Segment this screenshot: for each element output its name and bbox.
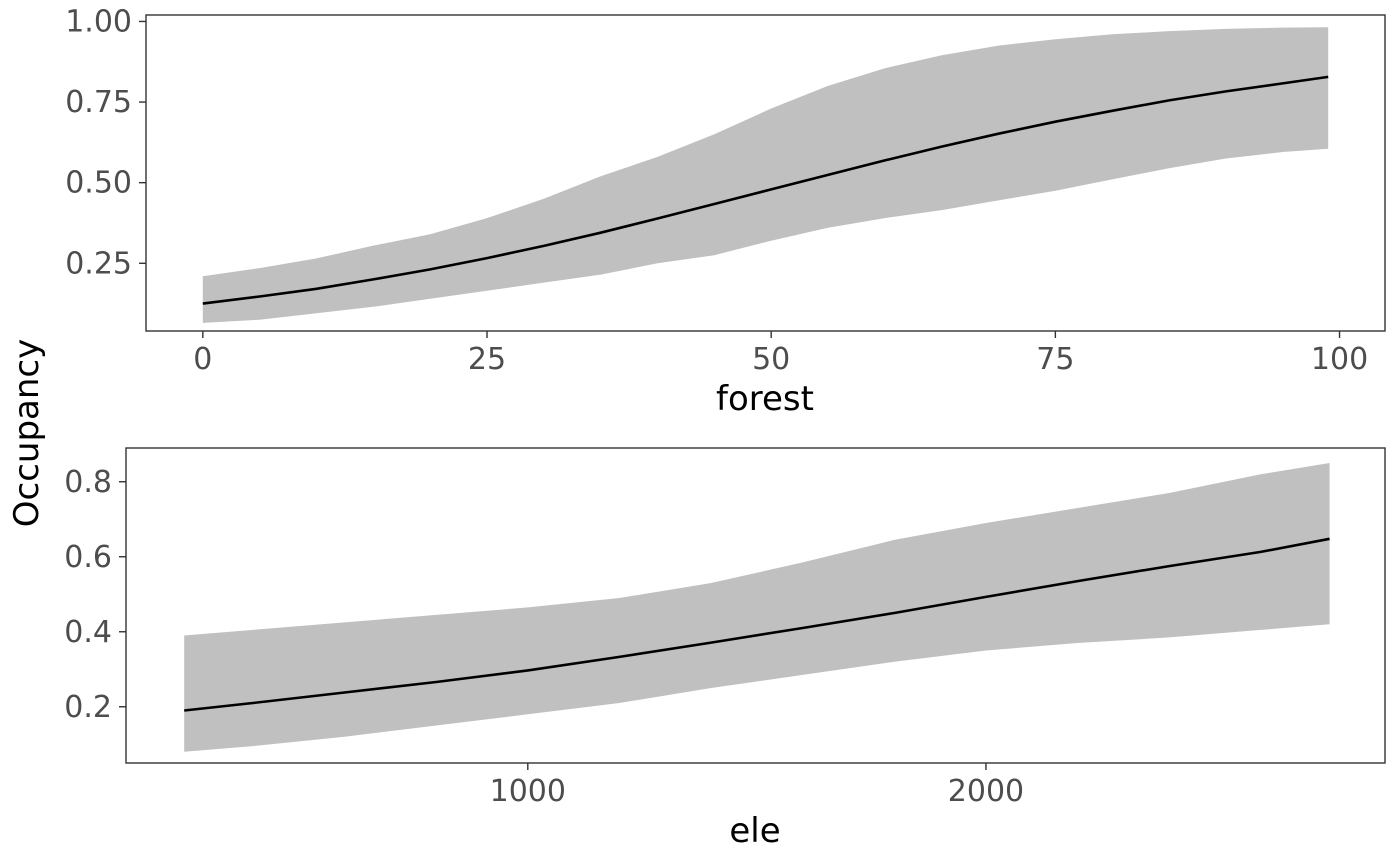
forest-confidence-band xyxy=(202,27,1329,323)
forest-panel: forest 0.25 0.50 0.75 1.00 0 25 50 75 100 xyxy=(65,4,1386,419)
y-axis-title: Occupancy xyxy=(7,339,47,527)
ele-y-tick-label: 0.8 xyxy=(64,465,112,500)
forest-panel-border xyxy=(145,14,1386,332)
forest-x-tick-label: 25 xyxy=(468,342,506,377)
x-axis-title-forest: forest xyxy=(716,379,814,419)
forest-x-tick-label: 0 xyxy=(193,342,212,377)
ele-y-tick-label: 0.2 xyxy=(64,690,112,725)
forest-x-tick-label: 75 xyxy=(1036,342,1074,377)
forest-fit-line xyxy=(202,75,1329,305)
forest-y-tick-label: 1.00 xyxy=(65,4,132,39)
ele-confidence-band xyxy=(184,463,1330,752)
ele-y-tick-label: 0.4 xyxy=(64,615,112,650)
forest-y-tick-label: 0.75 xyxy=(65,85,132,120)
ele-y-tick-label: 0.6 xyxy=(64,540,112,575)
ele-panel: ele 0.2 0.4 0.6 0.8 1000 2000 xyxy=(64,447,1386,851)
x-axis-title-ele: ele xyxy=(729,811,780,851)
forest-x-tick-label: 50 xyxy=(752,342,790,377)
ele-fit-line xyxy=(184,537,1330,712)
ele-x-tick-label: 2000 xyxy=(948,774,1024,809)
forest-x-tick-label: 100 xyxy=(1311,342,1368,377)
ele-x-tick-label: 1000 xyxy=(490,774,566,809)
forest-y-tick-label: 0.25 xyxy=(65,246,132,281)
forest-y-tick-label: 0.50 xyxy=(65,166,132,201)
ele-panel-border xyxy=(125,447,1386,764)
